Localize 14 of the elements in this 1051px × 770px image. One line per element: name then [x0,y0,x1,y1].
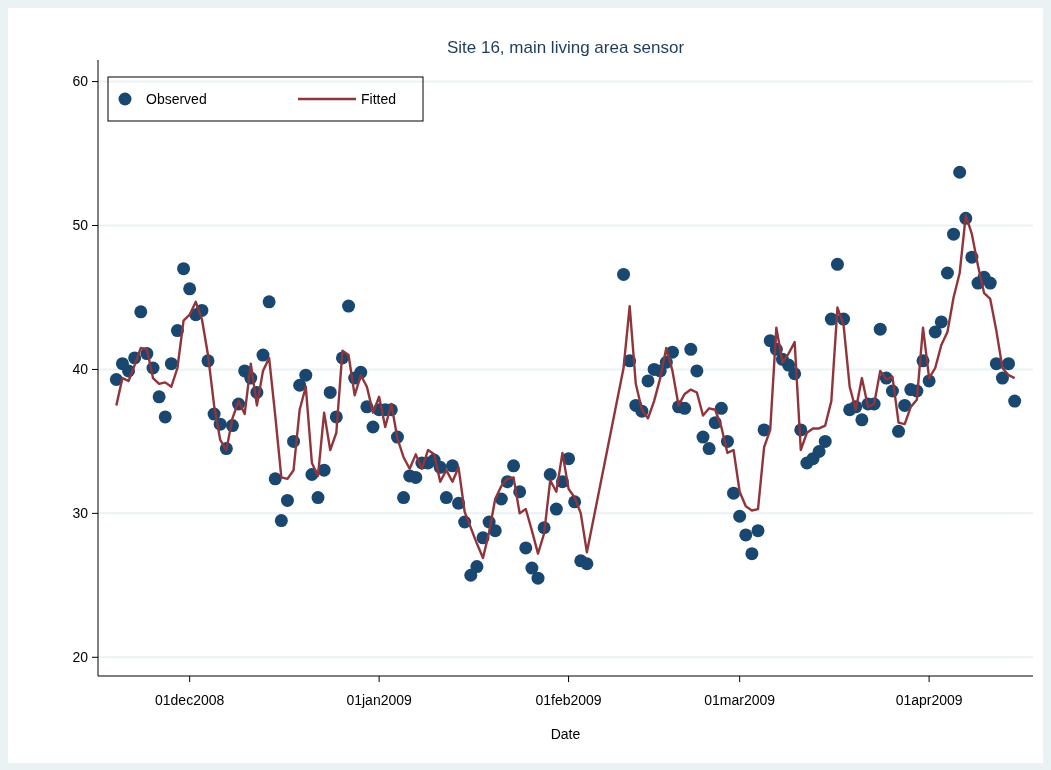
x-tick-label: 01jan2009 [346,692,413,708]
y-tick-label: 20 [72,649,89,666]
chart-title: Site 16, main living area sensor [446,38,685,57]
legend-label: Observed [146,90,207,107]
x-tick-label: 01apr2009 [895,692,963,708]
y-tick-label: 60 [72,73,89,90]
x-axis-title: Date [550,726,581,742]
y-tick-label: 30 [72,505,89,522]
y-tick-label: 40 [72,361,89,378]
legend-label: Fitted [361,90,397,107]
y-tick-label: 50 [72,217,89,234]
x-tick-label: 01feb2009 [535,692,602,708]
x-tick-label: 01dec2008 [155,692,225,708]
x-tick-label: 01mar2009 [704,692,776,708]
